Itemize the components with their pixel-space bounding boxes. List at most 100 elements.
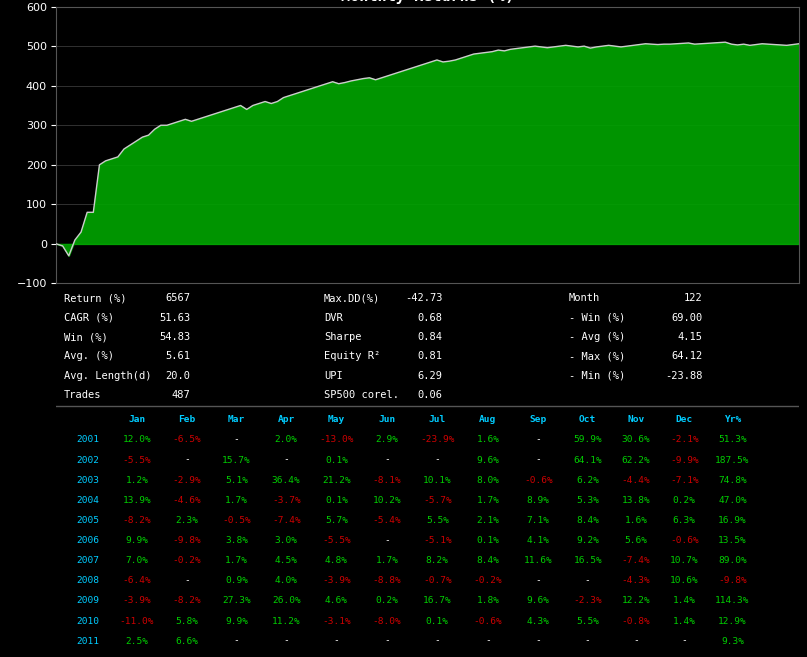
Text: -8.2%: -8.2%	[173, 597, 201, 605]
Text: 15.7%: 15.7%	[222, 455, 251, 464]
Text: - Avg (%): - Avg (%)	[569, 332, 625, 342]
Text: 2009: 2009	[77, 597, 99, 605]
Text: 2.0%: 2.0%	[274, 436, 298, 445]
Text: 54.83: 54.83	[159, 332, 190, 342]
Text: -: -	[536, 455, 541, 464]
Text: Max.DD(%): Max.DD(%)	[324, 294, 380, 304]
Text: -4.6%: -4.6%	[173, 496, 201, 505]
Text: -8.2%: -8.2%	[123, 516, 152, 525]
Text: 10.7%: 10.7%	[670, 556, 699, 565]
Text: -: -	[681, 637, 687, 646]
Text: -6.5%: -6.5%	[173, 436, 201, 445]
Text: 13.5%: 13.5%	[718, 536, 746, 545]
Text: -0.2%: -0.2%	[474, 576, 502, 585]
Text: 1.4%: 1.4%	[673, 597, 696, 605]
Text: - Win (%): - Win (%)	[569, 313, 625, 323]
Text: -8.0%: -8.0%	[373, 616, 401, 625]
Text: Oct: Oct	[579, 415, 596, 424]
Text: Sharpe: Sharpe	[324, 332, 362, 342]
Text: -23.9%: -23.9%	[420, 436, 454, 445]
Text: -7.1%: -7.1%	[670, 476, 699, 485]
Text: 12.0%: 12.0%	[123, 436, 152, 445]
Text: 0.81: 0.81	[417, 351, 442, 361]
Text: May: May	[328, 415, 345, 424]
Text: 9.6%: 9.6%	[476, 455, 500, 464]
Text: 2002: 2002	[77, 455, 99, 464]
Text: -: -	[585, 576, 591, 585]
Text: 9.9%: 9.9%	[126, 536, 148, 545]
Text: 9.6%: 9.6%	[527, 597, 550, 605]
Text: 0.1%: 0.1%	[476, 536, 500, 545]
Text: -5.5%: -5.5%	[322, 536, 351, 545]
Text: 2004: 2004	[77, 496, 99, 505]
Text: 51.3%: 51.3%	[718, 436, 746, 445]
Text: 1.2%: 1.2%	[126, 476, 148, 485]
Text: 8.4%: 8.4%	[476, 556, 500, 565]
Text: 0.2%: 0.2%	[375, 597, 399, 605]
Text: 2011: 2011	[77, 637, 99, 646]
Text: - Min (%): - Min (%)	[569, 371, 625, 381]
Text: 12.9%: 12.9%	[718, 616, 746, 625]
Text: 4.0%: 4.0%	[274, 576, 298, 585]
Text: -: -	[585, 637, 591, 646]
Text: 13.8%: 13.8%	[621, 496, 650, 505]
Text: -: -	[184, 455, 190, 464]
Text: -3.7%: -3.7%	[272, 496, 301, 505]
Text: 9.3%: 9.3%	[721, 637, 744, 646]
Text: 9.9%: 9.9%	[225, 616, 248, 625]
Text: 187.5%: 187.5%	[715, 455, 750, 464]
Text: CAGR (%): CAGR (%)	[64, 313, 114, 323]
Text: 5.6%: 5.6%	[625, 536, 647, 545]
Text: -: -	[283, 455, 289, 464]
Text: -: -	[536, 436, 541, 445]
Text: -3.9%: -3.9%	[322, 576, 351, 585]
Text: 2006: 2006	[77, 536, 99, 545]
Text: 5.7%: 5.7%	[325, 516, 348, 525]
Text: 2005: 2005	[77, 516, 99, 525]
Text: 0.1%: 0.1%	[325, 496, 348, 505]
Text: 4.8%: 4.8%	[325, 556, 348, 565]
Text: -: -	[485, 637, 491, 646]
Text: 5.8%: 5.8%	[175, 616, 199, 625]
Text: -: -	[384, 455, 390, 464]
Text: -5.1%: -5.1%	[423, 536, 452, 545]
Text: 16.9%: 16.9%	[718, 516, 746, 525]
Text: -0.6%: -0.6%	[524, 476, 553, 485]
Text: 2003: 2003	[77, 476, 99, 485]
Text: 6.2%: 6.2%	[576, 476, 600, 485]
Text: -3.9%: -3.9%	[123, 597, 152, 605]
Text: -9.8%: -9.8%	[718, 576, 746, 585]
Text: -4.4%: -4.4%	[621, 476, 650, 485]
Text: 16.7%: 16.7%	[423, 597, 452, 605]
Text: -13.0%: -13.0%	[319, 436, 353, 445]
Text: Sep: Sep	[529, 415, 547, 424]
Text: -0.6%: -0.6%	[474, 616, 502, 625]
Text: 5.61: 5.61	[165, 351, 190, 361]
Text: -: -	[536, 576, 541, 585]
Text: -23.88: -23.88	[665, 371, 702, 381]
Text: 89.0%: 89.0%	[718, 556, 746, 565]
Text: 8.0%: 8.0%	[476, 476, 500, 485]
Text: -9.9%: -9.9%	[670, 455, 699, 464]
Text: 2.9%: 2.9%	[375, 436, 399, 445]
Text: 122: 122	[684, 294, 702, 304]
Text: 5.3%: 5.3%	[576, 496, 600, 505]
Text: -3.1%: -3.1%	[322, 616, 351, 625]
Text: 5.1%: 5.1%	[225, 476, 248, 485]
Text: Aug: Aug	[479, 415, 496, 424]
Text: -: -	[434, 637, 441, 646]
Text: -0.7%: -0.7%	[423, 576, 452, 585]
Text: 12.2%: 12.2%	[621, 597, 650, 605]
Text: -2.3%: -2.3%	[573, 597, 602, 605]
Text: Jun: Jun	[378, 415, 395, 424]
Text: -5.4%: -5.4%	[373, 516, 401, 525]
Text: -: -	[434, 455, 441, 464]
Text: 10.1%: 10.1%	[423, 476, 452, 485]
Text: 2.3%: 2.3%	[175, 516, 199, 525]
Text: -11.0%: -11.0%	[119, 616, 154, 625]
Text: -2.9%: -2.9%	[173, 476, 201, 485]
Text: -8.1%: -8.1%	[373, 476, 401, 485]
Text: 16.5%: 16.5%	[573, 556, 602, 565]
Text: 69.00: 69.00	[671, 313, 702, 323]
Text: 0.06: 0.06	[417, 390, 442, 400]
